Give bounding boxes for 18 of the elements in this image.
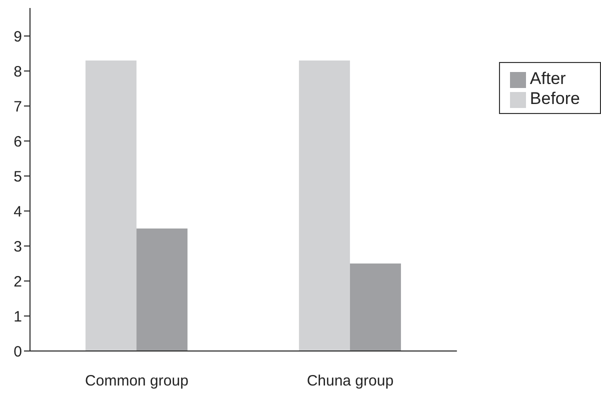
bar: [350, 264, 401, 351]
y-tick-label: 6: [14, 133, 22, 150]
y-tick-label: 4: [14, 203, 22, 220]
bar: [136, 228, 188, 351]
y-tick-label: 0: [14, 343, 22, 360]
bar: [298, 60, 350, 351]
y-tick-label: 8: [14, 63, 22, 80]
y-tick-label: 1: [14, 308, 22, 326]
y-tick-label: 2: [14, 273, 22, 290]
legend-label: After: [530, 69, 566, 88]
x-tick-label: Chuna group: [306, 372, 394, 390]
bar: [86, 60, 136, 351]
y-tick-label: 5: [14, 168, 22, 186]
y-tick-label: 3: [14, 238, 22, 256]
x-tick-label: Common group: [85, 372, 188, 390]
y-tick-label: 7: [14, 98, 22, 116]
legend-label: Before: [530, 89, 580, 108]
y-tick-label: 9: [14, 28, 22, 46]
